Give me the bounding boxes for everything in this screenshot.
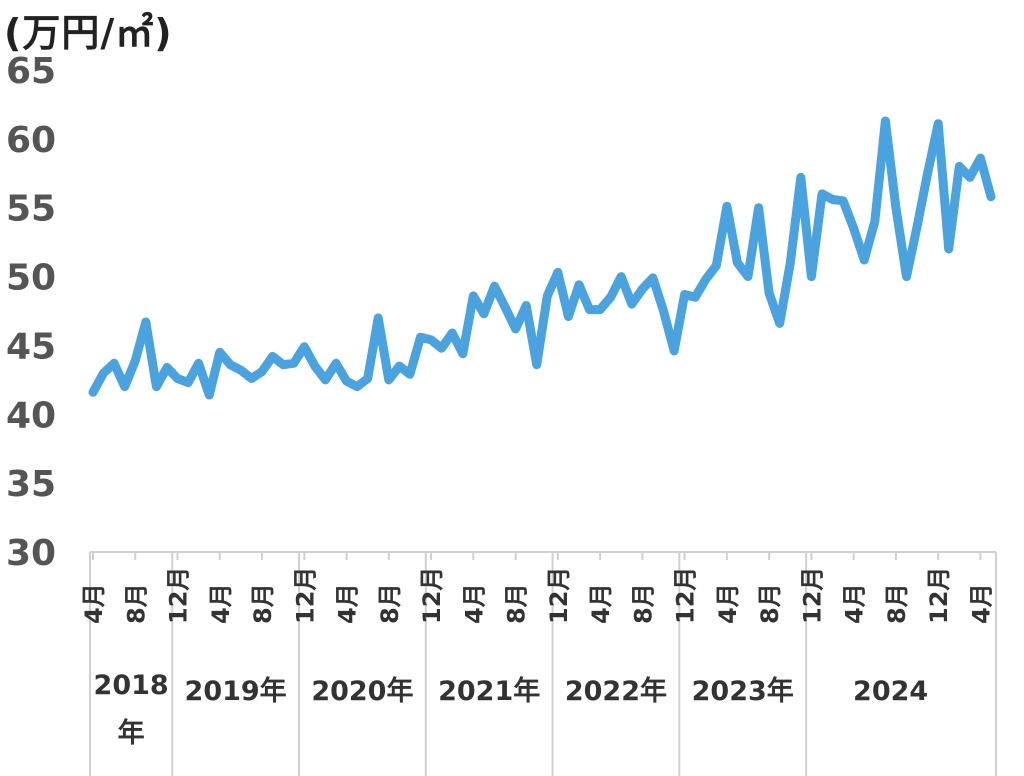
y-tick-label: 45 <box>6 326 56 367</box>
x-tick-label: 8月 <box>629 583 657 624</box>
x-tick-label: 4月 <box>714 583 742 624</box>
y-tick-label: 55 <box>6 189 56 230</box>
year-label: 2020年 <box>311 675 413 707</box>
y-tick-label: 60 <box>6 120 56 161</box>
x-tick-label: 12月 <box>418 567 446 624</box>
y-tick-label: 40 <box>6 395 56 436</box>
year-label: 2023年 <box>692 675 794 707</box>
x-tick-label: 4月 <box>80 583 108 624</box>
x-tick-label: 4月 <box>334 583 362 624</box>
year-label: 2021年 <box>438 675 540 707</box>
x-tick-label: 12月 <box>672 567 700 624</box>
x-tick-label: 4月 <box>967 583 995 624</box>
x-tick-label: 4月 <box>207 583 235 624</box>
year-label: 2022年 <box>565 675 667 707</box>
x-tick-label: 8月 <box>122 583 150 624</box>
x-tick-label: 12月 <box>545 567 573 624</box>
y-axis-ticks: 30 35 40 45 50 55 60 65 <box>6 51 56 574</box>
series-line <box>88 116 996 400</box>
year-label: 年 <box>118 717 145 749</box>
x-tick-label: 12月 <box>291 567 319 624</box>
x-tick-label: 8月 <box>883 583 911 624</box>
x-tick-label: 4月 <box>460 583 488 624</box>
x-tick-label: 12月 <box>925 567 953 624</box>
y-tick-label: 30 <box>6 533 56 574</box>
y-axis-unit-label: (万円/㎡) <box>4 11 173 55</box>
x-tick-label: 8月 <box>249 583 277 624</box>
year-label: 2024 <box>853 676 928 707</box>
x-tick-label: 4月 <box>587 583 615 624</box>
y-tick-label: 50 <box>6 258 56 299</box>
x-axis: 4月 8月 12月 4月 8月 12月 4月 8月 12月 4月 8月 12月 4月 8月 12月 4月 8月 1… <box>80 551 997 776</box>
x-tick-label: 12月 <box>165 567 193 624</box>
year-label: 2018 <box>94 670 169 701</box>
x-tick-label: 12月 <box>798 567 826 624</box>
y-tick-label: 35 <box>6 464 56 505</box>
x-tick-label: 8月 <box>756 583 784 624</box>
series-layer <box>88 116 996 400</box>
x-tick-label: 8月 <box>376 583 404 624</box>
x-tick-label: 8月 <box>503 583 531 624</box>
y-tick-label: 65 <box>6 51 56 92</box>
x-tick-label: 4月 <box>841 583 869 624</box>
year-label: 2019年 <box>185 675 287 707</box>
